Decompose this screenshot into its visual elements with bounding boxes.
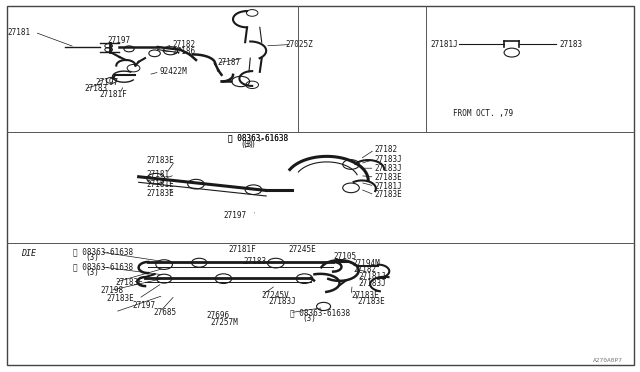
Text: 27198: 27198 <box>100 286 124 295</box>
Text: 27183E: 27183E <box>147 189 174 198</box>
Text: 27197: 27197 <box>132 301 156 310</box>
Text: 27183E: 27183E <box>147 156 174 165</box>
Text: 27183E: 27183E <box>115 278 143 287</box>
Text: 27183J: 27183J <box>268 297 296 306</box>
Text: 27181: 27181 <box>7 28 30 37</box>
Text: 27197: 27197 <box>96 78 119 87</box>
Text: Ⓢ 08363-61638: Ⓢ 08363-61638 <box>290 308 350 317</box>
Text: 27181E: 27181E <box>147 180 174 189</box>
Text: 27696: 27696 <box>207 311 230 320</box>
Text: 27181J: 27181J <box>374 182 403 190</box>
Text: Ⓢ 08363-61638: Ⓢ 08363-61638 <box>228 133 288 142</box>
Text: 92422M: 92422M <box>159 67 188 76</box>
Text: 27183: 27183 <box>84 84 108 93</box>
Text: 27105: 27105 <box>333 252 356 261</box>
Text: (3): (3) <box>86 253 100 262</box>
Text: 27183J: 27183J <box>374 164 403 173</box>
Text: 27183J: 27183J <box>374 155 403 164</box>
Text: 27183: 27183 <box>559 40 582 49</box>
Text: 27183E: 27183E <box>374 173 403 182</box>
Text: 27182: 27182 <box>172 40 196 49</box>
Text: 27181J: 27181J <box>430 40 458 49</box>
Text: 27245E: 27245E <box>289 244 316 253</box>
Text: 27181J: 27181J <box>358 272 387 281</box>
Text: 27183E: 27183E <box>357 297 385 306</box>
Text: (3): (3) <box>303 314 316 323</box>
Text: DIE: DIE <box>20 249 36 258</box>
Text: 27197: 27197 <box>223 211 246 220</box>
Text: 27181F: 27181F <box>228 244 257 253</box>
Text: (3): (3) <box>241 140 255 149</box>
Text: 27257M: 27257M <box>211 318 239 327</box>
Text: 27183E: 27183E <box>107 294 134 303</box>
Text: 27183J: 27183J <box>358 279 387 288</box>
Text: 27245V: 27245V <box>262 291 289 300</box>
Text: 27181F: 27181F <box>99 90 127 99</box>
Text: 27181: 27181 <box>147 170 170 179</box>
Text: Ⓢ 08363-61638: Ⓢ 08363-61638 <box>228 133 288 142</box>
Text: 27183E: 27183E <box>351 291 379 300</box>
Text: (3): (3) <box>86 268 100 277</box>
Text: (3): (3) <box>243 140 257 149</box>
Text: 27187: 27187 <box>217 58 240 67</box>
Text: 27186: 27186 <box>172 47 196 56</box>
Text: 27025Z: 27025Z <box>285 40 313 49</box>
Text: 27182: 27182 <box>353 265 377 274</box>
Text: 27182: 27182 <box>374 145 397 154</box>
Text: 27685: 27685 <box>154 308 177 317</box>
Text: FROM OCT. ,79: FROM OCT. ,79 <box>453 109 513 118</box>
Text: 27194M: 27194M <box>352 259 380 267</box>
Text: 27183E: 27183E <box>374 190 403 199</box>
Text: 27183: 27183 <box>244 257 267 266</box>
Text: 27197: 27197 <box>108 36 131 45</box>
Text: Ⓢ 08363-61638: Ⓢ 08363-61638 <box>73 247 133 256</box>
Text: Ⓢ 08363-61638: Ⓢ 08363-61638 <box>73 262 133 271</box>
Text: A270A0P7: A270A0P7 <box>593 358 623 363</box>
